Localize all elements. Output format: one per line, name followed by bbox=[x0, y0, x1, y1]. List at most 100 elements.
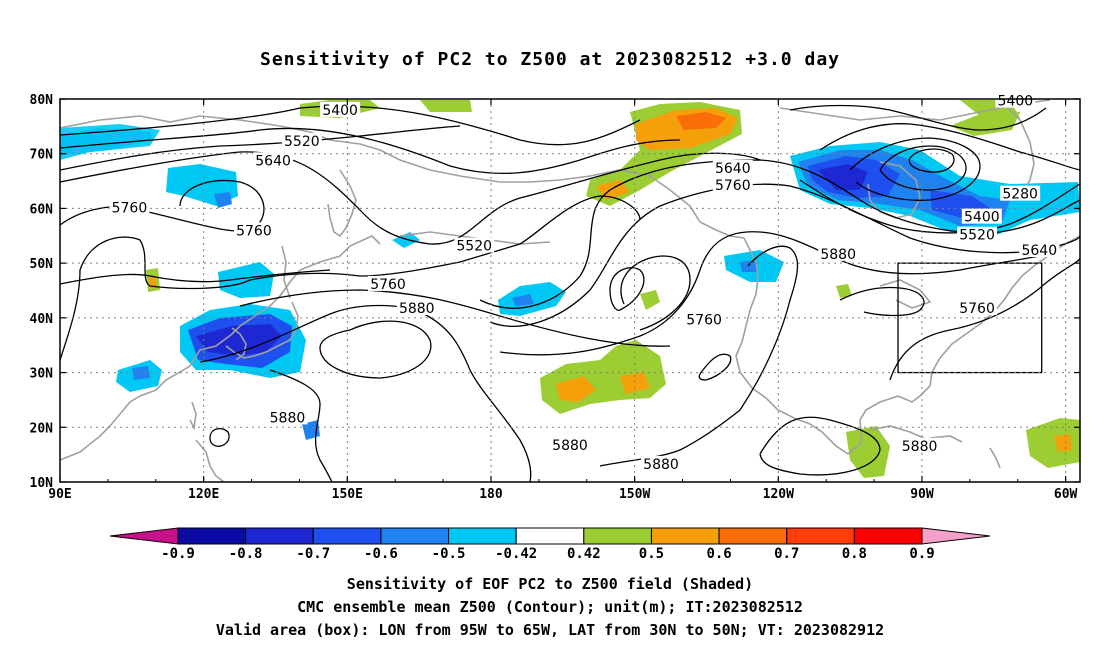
contour-label-bg bbox=[899, 437, 940, 453]
coastline-lesser-antilles bbox=[989, 447, 1001, 469]
contour-line bbox=[839, 286, 925, 317]
contour-label-bg bbox=[233, 222, 274, 238]
colorbar-label: -0.8 bbox=[229, 546, 263, 562]
contour-label-bg bbox=[281, 133, 322, 149]
contour-line bbox=[209, 427, 230, 447]
contour-label: 5640 bbox=[255, 153, 291, 169]
contour-line bbox=[269, 369, 333, 482]
contour-line bbox=[319, 320, 432, 379]
lon-tick-label: 150E bbox=[332, 487, 363, 502]
contour-line bbox=[60, 127, 681, 174]
colorbar-label: 0.9 bbox=[909, 546, 934, 562]
contour-line bbox=[908, 148, 955, 173]
coastline-sakhalin bbox=[281, 245, 291, 299]
coastline-asia-east bbox=[60, 235, 381, 461]
contour-label: 5280 bbox=[1002, 187, 1038, 203]
contour-label: 5760 bbox=[959, 301, 995, 317]
neg-region-aleutian bbox=[392, 232, 420, 248]
contour-label: 5880 bbox=[902, 439, 938, 455]
contour-label: 5400 bbox=[322, 103, 358, 119]
pos-region-atlantic-orange bbox=[1054, 434, 1072, 452]
contour-label-bg bbox=[995, 92, 1036, 108]
contour-labels: 5400552056405760576055205760588057605640… bbox=[109, 92, 1060, 473]
lat-tick-label: 30N bbox=[30, 367, 54, 382]
contour-label: 5400 bbox=[998, 94, 1034, 110]
colorbar-label: -0.6 bbox=[364, 546, 398, 562]
colorbar-swatch bbox=[515, 527, 585, 545]
coastline-philippines bbox=[195, 439, 225, 482]
lon-tick-label: 90W bbox=[910, 487, 934, 502]
colorbar-swatch bbox=[177, 527, 247, 545]
colorbar-label: 0.7 bbox=[774, 546, 799, 562]
contour-line bbox=[60, 195, 641, 361]
contour-label: 5400 bbox=[964, 210, 1000, 226]
map-title: Sensitivity of PC2 to Z500 at 2023082512… bbox=[259, 49, 840, 70]
lon-tick-label: 120E bbox=[188, 487, 219, 502]
colorbar-label: 0.6 bbox=[706, 546, 731, 562]
coastline-hispaniola bbox=[929, 435, 963, 443]
contour-label-bg bbox=[368, 275, 409, 291]
contour-line bbox=[819, 123, 1080, 171]
caption-shading: Sensitivity of EOF PC2 to Z500 field (Sh… bbox=[346, 575, 754, 593]
colorbar-swatch bbox=[312, 527, 382, 545]
colorbar-swatch bbox=[853, 527, 923, 545]
coastline-gulf-mexico bbox=[847, 385, 931, 455]
coastline-japan bbox=[225, 301, 299, 359]
map-frame bbox=[59, 98, 1081, 483]
lat-tick-label: 80N bbox=[30, 93, 54, 108]
valid-area-box bbox=[897, 262, 1043, 374]
contour-label-bg bbox=[454, 237, 495, 253]
lat-tick-label: 20N bbox=[30, 421, 54, 436]
contour-line bbox=[489, 183, 1080, 327]
sensitivity-shading bbox=[60, 100, 1080, 478]
contour-line bbox=[849, 137, 981, 201]
contour-label-bg bbox=[267, 409, 308, 425]
caption-valid-area: Valid area (box): LON from 95W to 65W, L… bbox=[215, 621, 885, 639]
contour-label-bg bbox=[712, 159, 753, 175]
lon-tick-label: 60W bbox=[1054, 487, 1078, 502]
contour-label: 5880 bbox=[552, 438, 588, 454]
colorbar-swatch bbox=[380, 527, 450, 545]
contour-label: 5880 bbox=[270, 410, 306, 426]
colorbar-swatch bbox=[583, 527, 652, 545]
contour-label-bg bbox=[550, 436, 590, 452]
contour-label-bg bbox=[957, 226, 998, 242]
contour-label-bg bbox=[396, 300, 437, 316]
colorbar-right-arrow bbox=[921, 527, 991, 545]
pos-region-kamchatka-dot-core bbox=[149, 276, 156, 288]
contour-line bbox=[239, 289, 671, 347]
contour-label: 5760 bbox=[370, 277, 406, 293]
lon-tick-label: 150W bbox=[619, 487, 650, 502]
colorbar-label: -0.5 bbox=[432, 546, 466, 562]
lat-lon-grid bbox=[60, 99, 1080, 482]
coastline-hudson-bay bbox=[867, 161, 921, 219]
lat-tick-label: 40N bbox=[30, 312, 54, 327]
colorbar-swatch bbox=[718, 527, 788, 545]
neg-region-siberia-core bbox=[214, 192, 232, 208]
contour-line bbox=[199, 304, 532, 482]
z500-contours bbox=[60, 104, 1080, 482]
contour-label-bg bbox=[957, 300, 998, 316]
caption-contours: CMC ensemble mean Z500 (Contour); unit(m… bbox=[297, 598, 803, 616]
contour-line bbox=[60, 151, 761, 245]
neg-region-japan-core bbox=[196, 324, 282, 356]
contour-line bbox=[698, 353, 732, 381]
colorbar: -0.9 -0.8 -0.7 -0.6 -0.5 -0.42 0.42 0.5 0.6 0.7 0.… bbox=[109, 527, 991, 562]
contour-label-bg bbox=[684, 311, 725, 327]
contour-label: 5880 bbox=[399, 301, 435, 317]
contour-line bbox=[759, 416, 881, 476]
pos-region-subtropical bbox=[540, 340, 666, 414]
coastline-greenland bbox=[999, 99, 1035, 197]
contour-label: 5640 bbox=[1021, 243, 1057, 259]
colorbar-label: 0.8 bbox=[842, 546, 867, 562]
contour-line bbox=[889, 257, 1080, 381]
lat-tick-label: 50N bbox=[30, 257, 54, 272]
neg-region-china-coast-core bbox=[132, 366, 150, 380]
contour-line bbox=[609, 267, 645, 311]
coastline-great-lakes bbox=[879, 279, 932, 309]
coastline-korea bbox=[231, 327, 247, 361]
lat-tick-label: 70N bbox=[30, 148, 54, 163]
coastline-north-america-east bbox=[929, 235, 1080, 387]
contour-label-bg bbox=[1000, 185, 1041, 201]
